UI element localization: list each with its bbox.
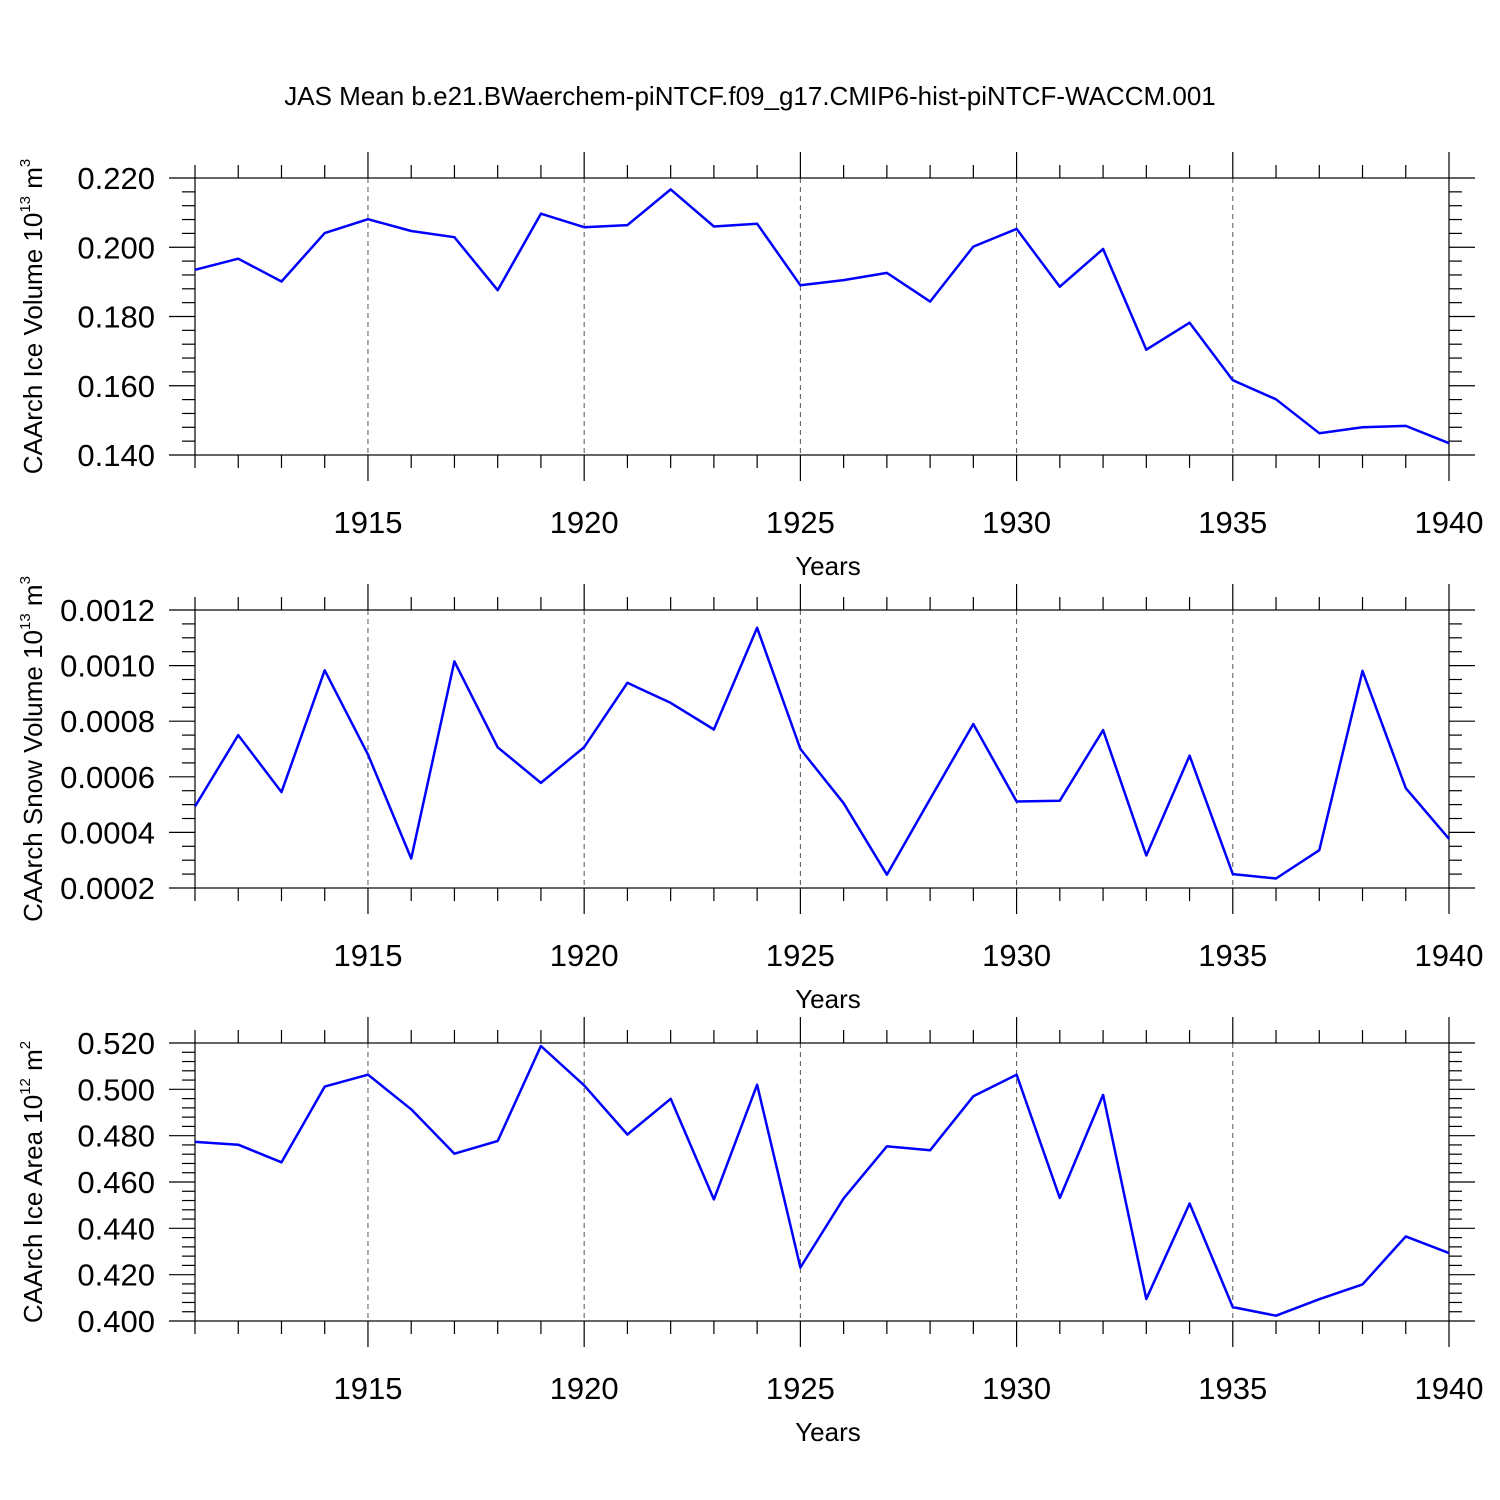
- y-tick-label: 0.420: [77, 1258, 155, 1293]
- y-axis-label-exponent: 13: [17, 613, 34, 630]
- y-axis-label-exponent: 12: [17, 1078, 34, 1095]
- x-tick-label: 1935: [1198, 1371, 1267, 1406]
- series-line: [194, 188, 1450, 445]
- x-axis-label: Years: [795, 1417, 861, 1447]
- x-axis-label: Years: [795, 551, 861, 581]
- panel-ice-volume: 0.140 0.160 0.180 0.200 0.220 1915 1920 1925 193…: [17, 152, 1483, 581]
- y-axis-label-unit: m: [18, 584, 48, 613]
- x-tick-label: 1930: [982, 938, 1051, 973]
- x-tick-label: 1920: [550, 938, 619, 973]
- x-tick-label: 1915: [333, 505, 402, 540]
- x-tick-label: 1940: [1415, 1371, 1484, 1406]
- x-tick-label: 1930: [982, 505, 1051, 540]
- x-tick-label: 1920: [550, 1371, 619, 1406]
- x-tick-label: 1935: [1198, 938, 1267, 973]
- series-line: [194, 1044, 1450, 1317]
- y-axis-label-unit-exponent: 2: [17, 1041, 34, 1049]
- y-tick-label: 0.0004: [60, 815, 155, 850]
- y-axis-label: CAArch Ice Volume 1013 m3: [17, 159, 48, 475]
- y-axis-label-unit-exponent: 3: [17, 576, 34, 584]
- y-axis-label-exponent: 13: [17, 196, 34, 213]
- chart-title: JAS Mean b.e21.BWaerchem-piNTCF.f09_g17.…: [284, 81, 1215, 111]
- panel-ice-area: 0.400 0.420 0.440 0.460 0.480 0.500 0.520 1915 1…: [17, 1017, 1483, 1447]
- x-tick-label: 1940: [1415, 505, 1484, 540]
- y-tick-label: 0.0012: [60, 593, 155, 628]
- y-axis-label: CAArch Snow Volume 1013 m3: [17, 576, 48, 922]
- y-axis-label-unit: m: [18, 167, 48, 196]
- x-axis-label: Years: [795, 984, 861, 1014]
- y-axis-label-text: CAArch Ice Area 10: [18, 1095, 48, 1323]
- y-tick-label: 0.200: [77, 230, 155, 265]
- panel-snow-volume: 0.0002 0.0004 0.0006 0.0008 0.0010 0.0012 1915…: [17, 576, 1483, 1014]
- y-tick-label: 0.160: [77, 369, 155, 404]
- y-tick-label: 0.520: [77, 1026, 155, 1061]
- y-tick-label: 0.480: [77, 1119, 155, 1154]
- plot-frame: [194, 1042, 1450, 1322]
- x-tick-label: 1925: [766, 938, 835, 973]
- y-tick-label: 0.460: [77, 1165, 155, 1200]
- y-tick-label: 0.180: [77, 300, 155, 335]
- x-tick-label: 1920: [550, 505, 619, 540]
- x-tick-label: 1925: [766, 1371, 835, 1406]
- x-tick-label: 1915: [333, 1371, 402, 1406]
- y-axis-label: CAArch Ice Area 1012 m2: [17, 1041, 48, 1323]
- x-tick-label: 1935: [1198, 505, 1267, 540]
- y-tick-label: 0.220: [77, 161, 155, 196]
- y-tick-label: 0.0008: [60, 704, 155, 739]
- y-tick-label: 0.400: [77, 1304, 155, 1339]
- series-line: [193, 626, 1450, 880]
- y-tick-label: 0.0010: [60, 649, 155, 684]
- plot-frame: [194, 609, 1450, 889]
- x-tick-label: 1940: [1415, 938, 1484, 973]
- y-tick-label: 0.500: [77, 1072, 155, 1107]
- y-tick-label: 0.440: [77, 1211, 155, 1246]
- x-tick-label: 1925: [766, 505, 835, 540]
- x-tick-label: 1930: [982, 1371, 1051, 1406]
- y-axis-label-text: CAArch Ice Volume 10: [18, 213, 48, 475]
- y-tick-label: 0.0006: [60, 760, 155, 795]
- y-tick-label: 0.0002: [60, 871, 155, 906]
- plot-frame: [194, 177, 1450, 456]
- x-tick-label: 1915: [333, 938, 402, 973]
- y-axis-label-text: CAArch Snow Volume 10: [18, 630, 48, 922]
- y-tick-label: 0.140: [77, 438, 155, 473]
- y-axis-label-unit: m: [18, 1049, 48, 1078]
- y-axis-label-unit-exponent: 3: [17, 159, 34, 167]
